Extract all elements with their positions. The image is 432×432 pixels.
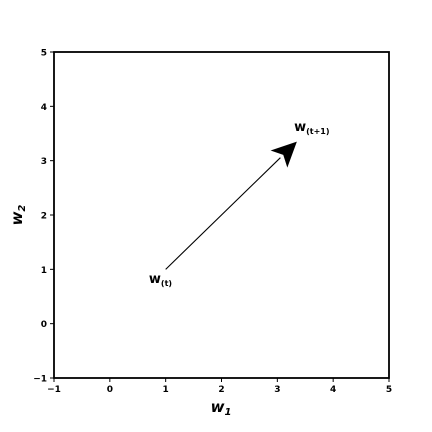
x-tick-label: 3 [274, 385, 280, 395]
y-tick-label: 2 [41, 212, 47, 222]
mark-group [165, 141, 297, 270]
y-tick-label: 4 [41, 103, 47, 113]
annotation-w-t-plus-1-sub: (t+1) [306, 127, 329, 136]
y-axis-label-base: w [8, 211, 26, 225]
arrow-head [270, 141, 297, 168]
annotation-w-t-sub: (t) [161, 279, 172, 288]
y-tick-label: 0 [41, 320, 47, 330]
annotation-w-t: w(t) [149, 272, 172, 288]
y-axis-label: w2 [8, 205, 28, 226]
annotation-w-t-plus-1-base: w [294, 120, 306, 135]
x-tick-label: 4 [330, 385, 336, 395]
y-tick-label: 5 [41, 49, 47, 59]
plot-frame [53, 51, 390, 379]
x-axis-label-sub: 1 [224, 407, 231, 418]
annotation-w-t-base: w [149, 272, 161, 287]
x-tick-label: −1 [47, 385, 61, 395]
y-axis-label-sub: 2 [17, 205, 28, 212]
annotation-w-t-plus-1: w(t+1) [294, 120, 329, 136]
x-axis-label: w1 [211, 398, 232, 418]
x-tick-label: 0 [107, 385, 113, 395]
arrow-shaft [165, 157, 281, 270]
x-tick-label: 5 [386, 385, 392, 395]
x-axis-label-base: w [211, 398, 225, 416]
y-tick-label: 3 [41, 157, 47, 167]
y-tick-label: 1 [41, 266, 47, 276]
x-tick-label: 1 [163, 385, 169, 395]
y-tick-label: −1 [33, 375, 47, 385]
tick-group: −1 0 1 2 3 4 5 −1 0 1 2 3 4 5 [33, 49, 392, 396]
x-tick-label: 2 [218, 385, 224, 395]
